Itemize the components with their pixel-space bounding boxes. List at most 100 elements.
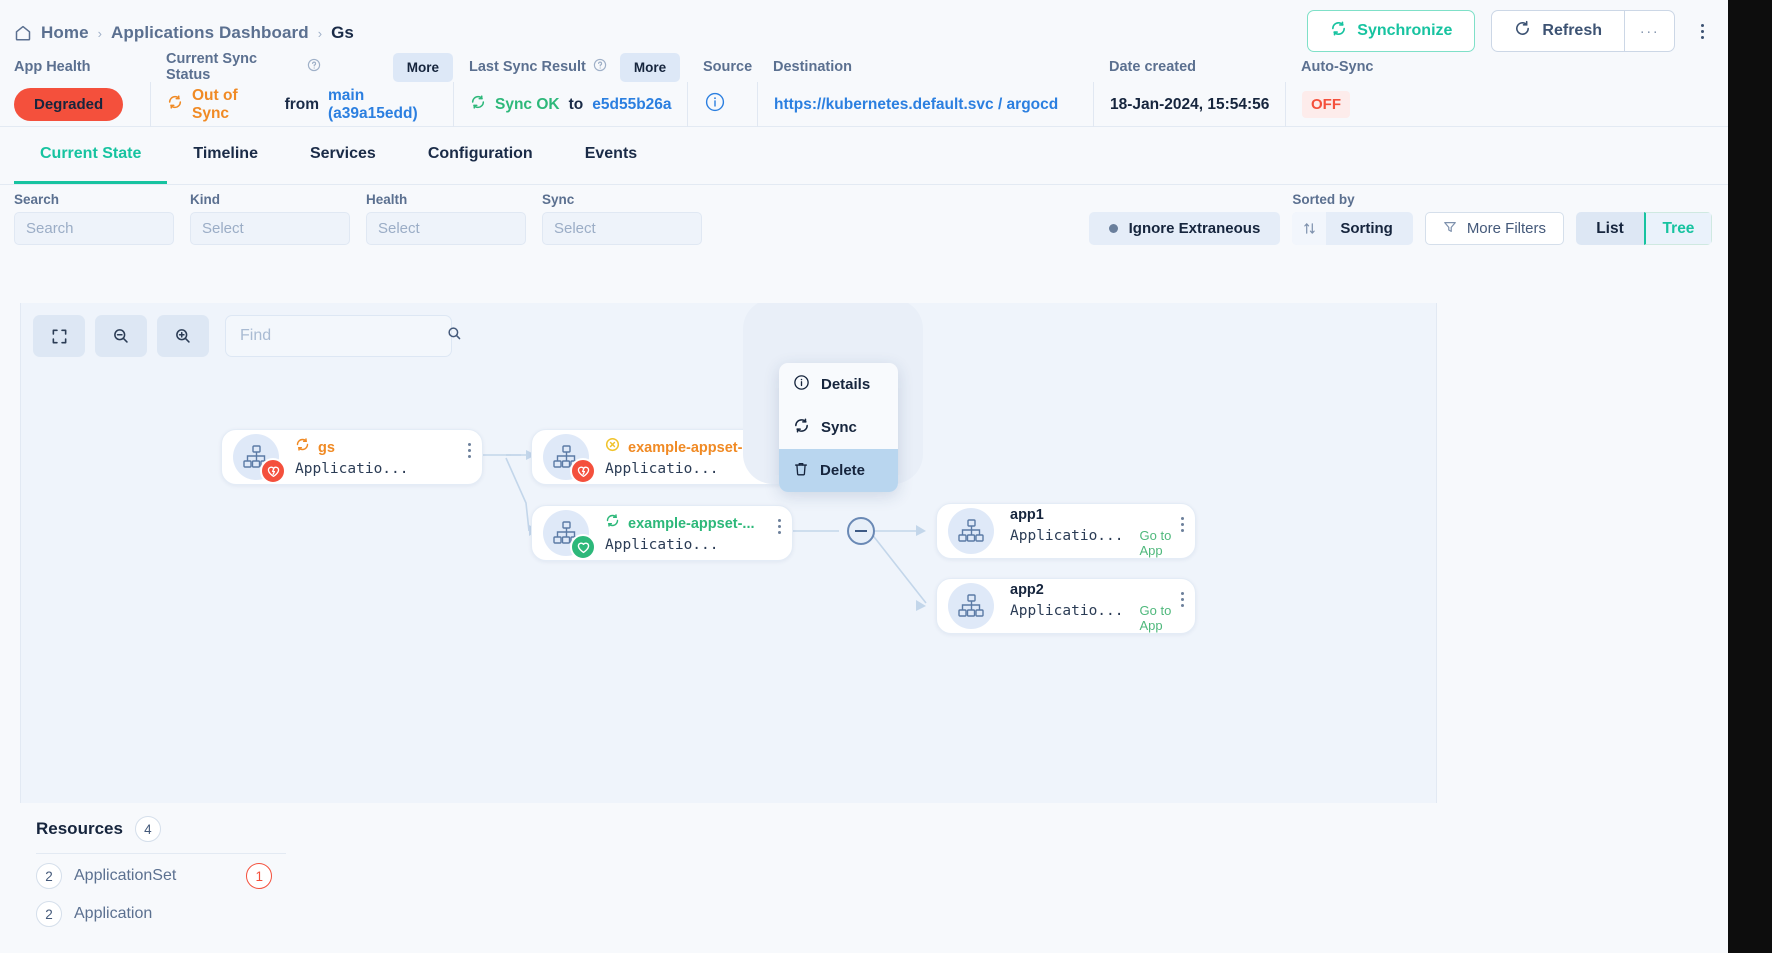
breadcrumb-applications-dashboard[interactable]: Applications Dashboard: [110, 23, 309, 42]
tab-services[interactable]: Services: [309, 145, 376, 162]
node-name: app2: [1010, 581, 1044, 598]
top-actions: Synchronize Refresh ···: [1307, 10, 1714, 52]
refresh-icon: [1514, 20, 1531, 42]
context-menu-item-delete[interactable]: Delete: [779, 449, 898, 492]
synchronize-button[interactable]: Synchronize: [1307, 10, 1476, 52]
current-sync-more-button[interactable]: More: [392, 52, 453, 82]
source-label: Source: [703, 59, 753, 75]
collapse-node-button[interactable]: [847, 517, 875, 545]
tab-events[interactable]: Events: [584, 145, 638, 162]
tree-node-example-appset-healthy[interactable]: example-appset-... Applicatio...: [531, 505, 793, 561]
node-icon-wrap: [233, 434, 286, 484]
search-input[interactable]: [15, 220, 173, 237]
resource-tree-panel[interactable]: gs Applicatio...: [20, 303, 1437, 803]
toggle-dot-icon: [1108, 224, 1118, 233]
tab-bar: Current State Timeline Services Configur…: [0, 127, 1728, 185]
node-kebab-menu-icon[interactable]: [468, 443, 471, 458]
health-status-degraded-icon: [260, 458, 286, 484]
graph-find-input[interactable]: [240, 327, 447, 345]
tree-node-app1[interactable]: app1 Applicatio... Go to App: [936, 503, 1196, 559]
view-toggle-tree[interactable]: Tree: [1644, 212, 1712, 245]
graph-toolbar: [33, 315, 461, 357]
context-menu-item-details[interactable]: Details: [779, 363, 898, 406]
source-info-icon[interactable]: [704, 91, 726, 118]
view-toggle-list[interactable]: List: [1576, 212, 1644, 245]
node-text: example-appset-... Applicatio...: [605, 513, 792, 553]
resources-title: Resources: [36, 819, 123, 838]
sort-order-icon[interactable]: [1292, 212, 1327, 245]
tree-node-app2[interactable]: app2 Applicatio... Go to App: [936, 578, 1196, 634]
filter-sync-group: Sync Select: [542, 192, 702, 245]
node-kind: Applicatio...: [1010, 602, 1124, 619]
breadcrumb-separator-2: ›: [317, 25, 323, 41]
destination-label: Destination: [773, 59, 852, 75]
node-kebab-menu-icon[interactable]: [1181, 592, 1184, 607]
kind-label: Kind: [190, 192, 220, 207]
sync-select[interactable]: Select: [542, 212, 702, 245]
node-kebab-menu-icon[interactable]: [778, 519, 781, 534]
page-kebab-menu-icon[interactable]: [1691, 18, 1714, 45]
node-text: app2 Applicatio... Go to App: [1010, 580, 1195, 633]
node-kebab-menu-icon[interactable]: [1181, 517, 1184, 532]
ignore-extraneous-toggle[interactable]: Ignore Extraneous: [1088, 212, 1281, 245]
node-icon-wrap: [543, 510, 596, 560]
breadcrumb-home-label: Home: [41, 23, 89, 42]
breadcrumb-home[interactable]: Home: [14, 23, 89, 43]
app-root: Home › Applications Dashboard › Gs Synch…: [0, 0, 1728, 953]
synced-icon: [605, 513, 620, 534]
context-menu-sync-label: Sync: [821, 419, 857, 436]
synchronize-label: Synchronize: [1357, 22, 1453, 39]
zoom-out-icon[interactable]: [95, 315, 147, 357]
current-sync-status-label: Current Sync Status: [166, 51, 258, 83]
resources-row-application[interactable]: 2 Application: [36, 898, 1728, 930]
fit-to-screen-icon[interactable]: [33, 315, 85, 357]
trash-icon: [793, 461, 809, 481]
breadcrumb-current: Gs: [331, 23, 354, 42]
help-icon[interactable]: [593, 58, 607, 76]
resource-count: 2: [36, 901, 62, 927]
context-menu-details-label: Details: [821, 376, 871, 393]
zoom-in-icon[interactable]: [157, 315, 209, 357]
go-to-app-link[interactable]: Go to App: [1139, 602, 1172, 633]
tab-timeline[interactable]: Timeline: [193, 145, 258, 162]
tab-current-state[interactable]: Current State: [14, 127, 168, 184]
date-created-label: Date created: [1109, 59, 1197, 75]
more-filters-button[interactable]: More Filters: [1424, 212, 1564, 245]
node-kind: Applicatio...: [295, 461, 409, 477]
tab-configuration[interactable]: Configuration: [427, 145, 533, 162]
auto-sync-label: Auto-Sync: [1301, 59, 1374, 75]
last-sync-connector: to: [568, 95, 584, 113]
help-icon[interactable]: [307, 58, 321, 76]
node-title-row: app2: [1010, 580, 1195, 600]
summary-current-sync-status: Current Sync Status More Out: [150, 51, 453, 127]
health-select[interactable]: Select: [366, 212, 526, 245]
resources-row-applicationset[interactable]: 2 ApplicationSet 1: [36, 860, 1728, 892]
current-sync-status-value: Out of Sync: [192, 86, 238, 122]
summary-strip: App Health Degraded Current Sync Status …: [0, 51, 1728, 127]
refresh-button[interactable]: Refresh: [1492, 11, 1624, 51]
view-toggle: List Tree: [1576, 212, 1712, 245]
summary-destination: Destination https://kubernetes.default.s…: [757, 52, 1093, 127]
sorting-select[interactable]: Sorting: [1340, 220, 1393, 237]
find-search-icon[interactable]: [447, 326, 462, 346]
summary-app-health: App Health Degraded: [14, 52, 150, 127]
date-created-value: 18-Jan-2024, 15:54:56: [1110, 95, 1270, 113]
node-name: example-appset-...: [628, 515, 755, 532]
node-kind-row: Applicatio... Go to App: [1010, 603, 1195, 633]
destination-value[interactable]: https://kubernetes.default.svc / argocd: [774, 95, 1059, 113]
resource-name: ApplicationSet: [74, 867, 177, 884]
go-to-app-link[interactable]: Go to App: [1139, 527, 1172, 558]
more-actions-button[interactable]: ···: [1624, 11, 1674, 51]
context-menu-item-sync[interactable]: Sync: [779, 406, 898, 449]
search-label: Search: [14, 192, 60, 207]
filter-bar: Search Kind Select Health Select Sync Se…: [0, 185, 1728, 257]
tree-node-gs[interactable]: gs Applicatio...: [221, 429, 483, 485]
sync-ok-icon: [470, 94, 486, 115]
last-sync-revision[interactable]: e5d55b26a: [592, 95, 672, 113]
kind-select[interactable]: Select: [190, 212, 350, 245]
last-sync-more-button[interactable]: More: [619, 52, 681, 82]
resources-section: Resources 4 2 ApplicationSet 1 2 Applica…: [0, 807, 1728, 930]
filter-kind-group: Kind Select: [190, 192, 350, 245]
node-name: app1: [1010, 506, 1044, 523]
current-sync-revision[interactable]: main (a39a15edd): [328, 86, 418, 122]
